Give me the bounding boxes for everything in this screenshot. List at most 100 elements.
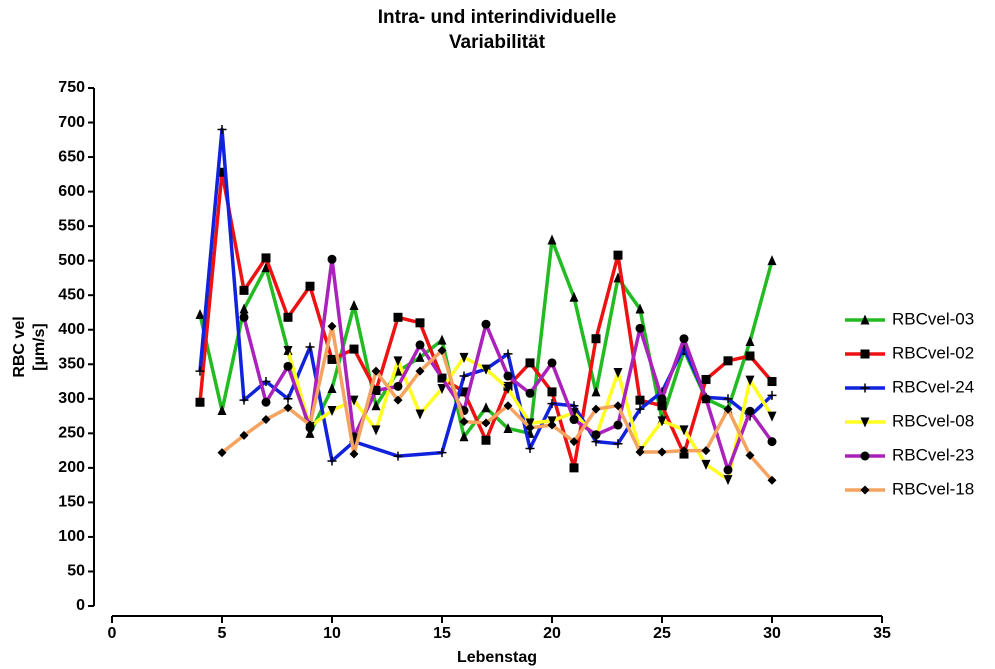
marker (767, 437, 777, 447)
marker (327, 406, 337, 417)
marker (679, 446, 689, 456)
marker (547, 420, 557, 430)
marker (217, 124, 227, 134)
marker (503, 383, 513, 394)
marker (393, 395, 403, 405)
marker (415, 366, 425, 376)
marker (283, 403, 293, 413)
marker (415, 351, 425, 362)
marker (305, 281, 315, 291)
marker (657, 416, 667, 427)
x-tick-label: 10 (323, 625, 341, 642)
marker (723, 475, 733, 486)
y-axis-label: RBC vel (11, 316, 28, 377)
x-tick-label: 15 (433, 625, 451, 642)
y-tick-label: 350 (58, 355, 85, 372)
marker (503, 422, 513, 433)
marker (525, 423, 535, 433)
legend-marker (860, 383, 870, 393)
marker (723, 394, 733, 404)
marker (481, 319, 491, 329)
marker (613, 401, 623, 411)
marker (459, 352, 469, 363)
marker (239, 395, 249, 405)
marker (635, 303, 645, 314)
marker (283, 345, 293, 356)
marker (723, 404, 733, 414)
marker (195, 309, 205, 320)
marker (547, 234, 557, 245)
marker (569, 415, 579, 425)
marker (261, 397, 271, 407)
marker (591, 404, 601, 414)
y-tick-label: 200 (58, 459, 85, 476)
legend-label: RBCvel-02 (892, 343, 974, 362)
marker (371, 386, 381, 396)
marker (437, 383, 447, 394)
marker (459, 431, 469, 442)
legend-label: RBCvel-23 (892, 445, 974, 464)
y-tick-label: 0 (76, 597, 85, 614)
marker (745, 335, 755, 346)
marker (217, 405, 227, 416)
marker (613, 439, 623, 449)
y-tick-label: 750 (58, 79, 85, 96)
series-line (286, 349, 774, 482)
marker (261, 415, 271, 425)
marker (217, 448, 227, 458)
marker (217, 167, 227, 177)
marker (635, 447, 645, 457)
y-tick-label: 500 (58, 252, 85, 269)
y-tick-label: 450 (58, 286, 85, 303)
marker (613, 368, 623, 379)
marker (437, 334, 447, 345)
marker (305, 342, 315, 352)
marker (239, 312, 249, 322)
legend-marker (860, 417, 870, 428)
marker (745, 375, 755, 386)
marker (283, 312, 293, 322)
marker (569, 291, 579, 302)
marker (701, 459, 711, 470)
marker (679, 334, 689, 344)
marker (503, 401, 513, 411)
marker (525, 444, 535, 454)
marker (657, 394, 667, 404)
marker (767, 411, 777, 422)
marker (481, 418, 491, 428)
y-tick-label: 300 (58, 390, 85, 407)
marker (393, 451, 403, 461)
marker (305, 420, 315, 430)
marker (371, 366, 381, 376)
marker (569, 437, 579, 447)
marker (261, 253, 271, 263)
marker (371, 425, 381, 436)
marker (283, 361, 293, 371)
marker (437, 345, 447, 355)
y-tick-label: 250 (58, 425, 85, 442)
x-axis-label: Lebenstag (457, 649, 537, 666)
marker (349, 300, 359, 311)
marker (459, 387, 469, 397)
marker (503, 349, 513, 359)
marker (327, 254, 337, 264)
marker (327, 382, 337, 393)
chart-title: Intra- und interindividuelle (378, 7, 617, 28)
marker (701, 446, 711, 456)
legend-label: RBCvel-03 (892, 309, 974, 328)
marker (657, 401, 667, 411)
marker (305, 427, 315, 438)
marker (723, 356, 733, 366)
marker (547, 399, 557, 409)
marker (239, 285, 249, 295)
legend-marker (860, 451, 870, 461)
marker (459, 371, 469, 381)
marker (591, 386, 601, 397)
x-tick-label: 0 (108, 625, 117, 642)
x-tick-label: 5 (218, 625, 227, 642)
marker (349, 395, 359, 406)
marker (283, 394, 293, 404)
marker (261, 377, 271, 387)
marker (415, 340, 425, 350)
